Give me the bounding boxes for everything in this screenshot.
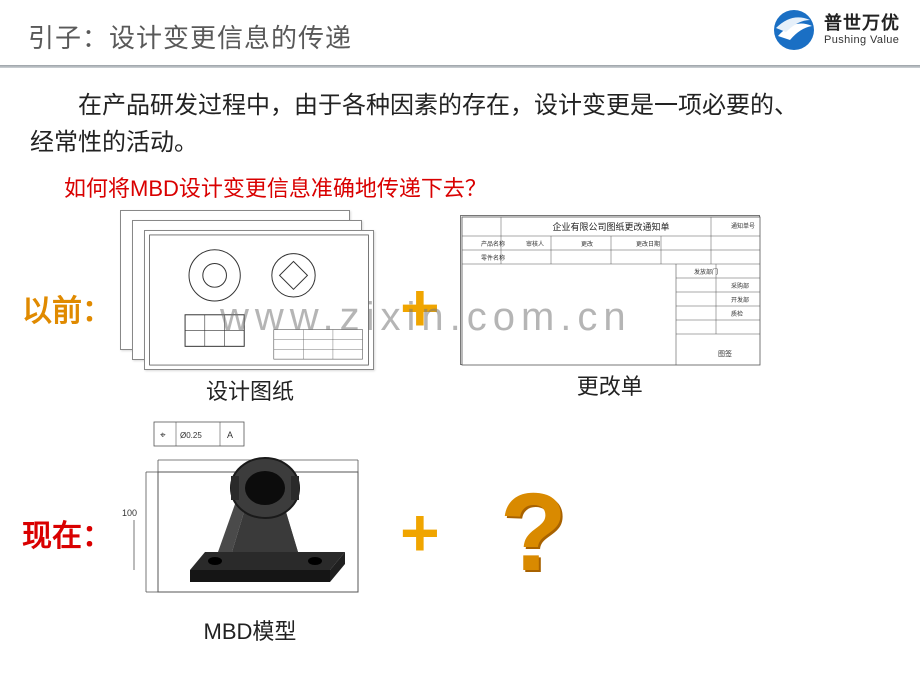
svg-text:更改日期: 更改日期 (636, 240, 660, 248)
drawings-stack (120, 210, 380, 370)
label-before: 以前： (0, 286, 120, 330)
plus-icon: + (400, 274, 440, 342)
caption-drawings: 设计图纸 (206, 374, 294, 406)
intro-line-1: 在产品研发过程中，由于各种因素的存在，设计变更是一项必要的、 (0, 65, 920, 124)
question-mark-icon: ? (500, 478, 567, 588)
row-now: 现在： ⌖ Ø0.25 A (0, 423, 920, 643)
logo-icon (772, 8, 816, 52)
svg-text:100: 100 (122, 508, 137, 518)
svg-text:通知单号: 通知单号 (731, 222, 755, 230)
svg-text:开发部: 开发部 (731, 296, 749, 304)
plus-icon: + (400, 499, 440, 567)
change-form: 企业有限公司图纸更改通知单 (460, 215, 760, 365)
change-form-svg: 企业有限公司图纸更改通知单 (461, 216, 761, 366)
caption-form: 更改单 (577, 369, 643, 401)
caption-mbd: MBD模型 (204, 614, 297, 646)
drawing-sheet (144, 230, 374, 370)
slide: 引子：设计变更信息的传递 普世万优 Pushing Value 在产品研发过程中… (0, 0, 920, 690)
header-divider (0, 65, 920, 68)
svg-text:A: A (227, 430, 233, 440)
logo: 普世万优 Pushing Value (772, 8, 900, 52)
svg-text:更改: 更改 (581, 240, 593, 248)
mbd-wrap: ⌖ Ø0.25 A (120, 420, 380, 610)
design-drawings: 设计图纸 (120, 210, 380, 406)
logo-en: Pushing Value (824, 34, 900, 46)
svg-text:审核人: 审核人 (526, 240, 544, 248)
mbd-model: ⌖ Ø0.25 A (120, 420, 380, 646)
svg-text:产品名称: 产品名称 (481, 240, 505, 248)
svg-text:采购部: 采购部 (731, 282, 749, 290)
logo-text: 普世万优 Pushing Value (824, 14, 900, 46)
question-text: 如何将MBD设计变更信息准确地传递下去？ (0, 161, 920, 203)
mbd-svg: ⌖ Ø0.25 A (120, 420, 380, 610)
slide-title: 引子：设计变更信息的传递 (28, 18, 892, 55)
svg-text:图签: 图签 (718, 349, 732, 358)
label-now: 现在： (0, 511, 120, 555)
row-before: 以前： (0, 213, 920, 403)
drawing-svg (145, 231, 373, 369)
header: 引子：设计变更信息的传递 普世万优 Pushing Value (0, 0, 920, 65)
svg-text:质检: 质检 (731, 310, 743, 318)
logo-cn: 普世万优 (824, 14, 900, 34)
form-title: 企业有限公司图纸更改通知单 (552, 221, 669, 232)
svg-text:发放部门: 发放部门 (694, 268, 718, 276)
bracket-3d (190, 458, 345, 582)
svg-text:⌖: ⌖ (160, 430, 166, 441)
svg-text:Ø0.25: Ø0.25 (180, 431, 202, 440)
svg-text:零件名称: 零件名称 (481, 254, 505, 262)
change-form-box: 企业有限公司图纸更改通知单 (460, 215, 760, 401)
intro-line-2: 经常性的活动。 (0, 124, 920, 161)
